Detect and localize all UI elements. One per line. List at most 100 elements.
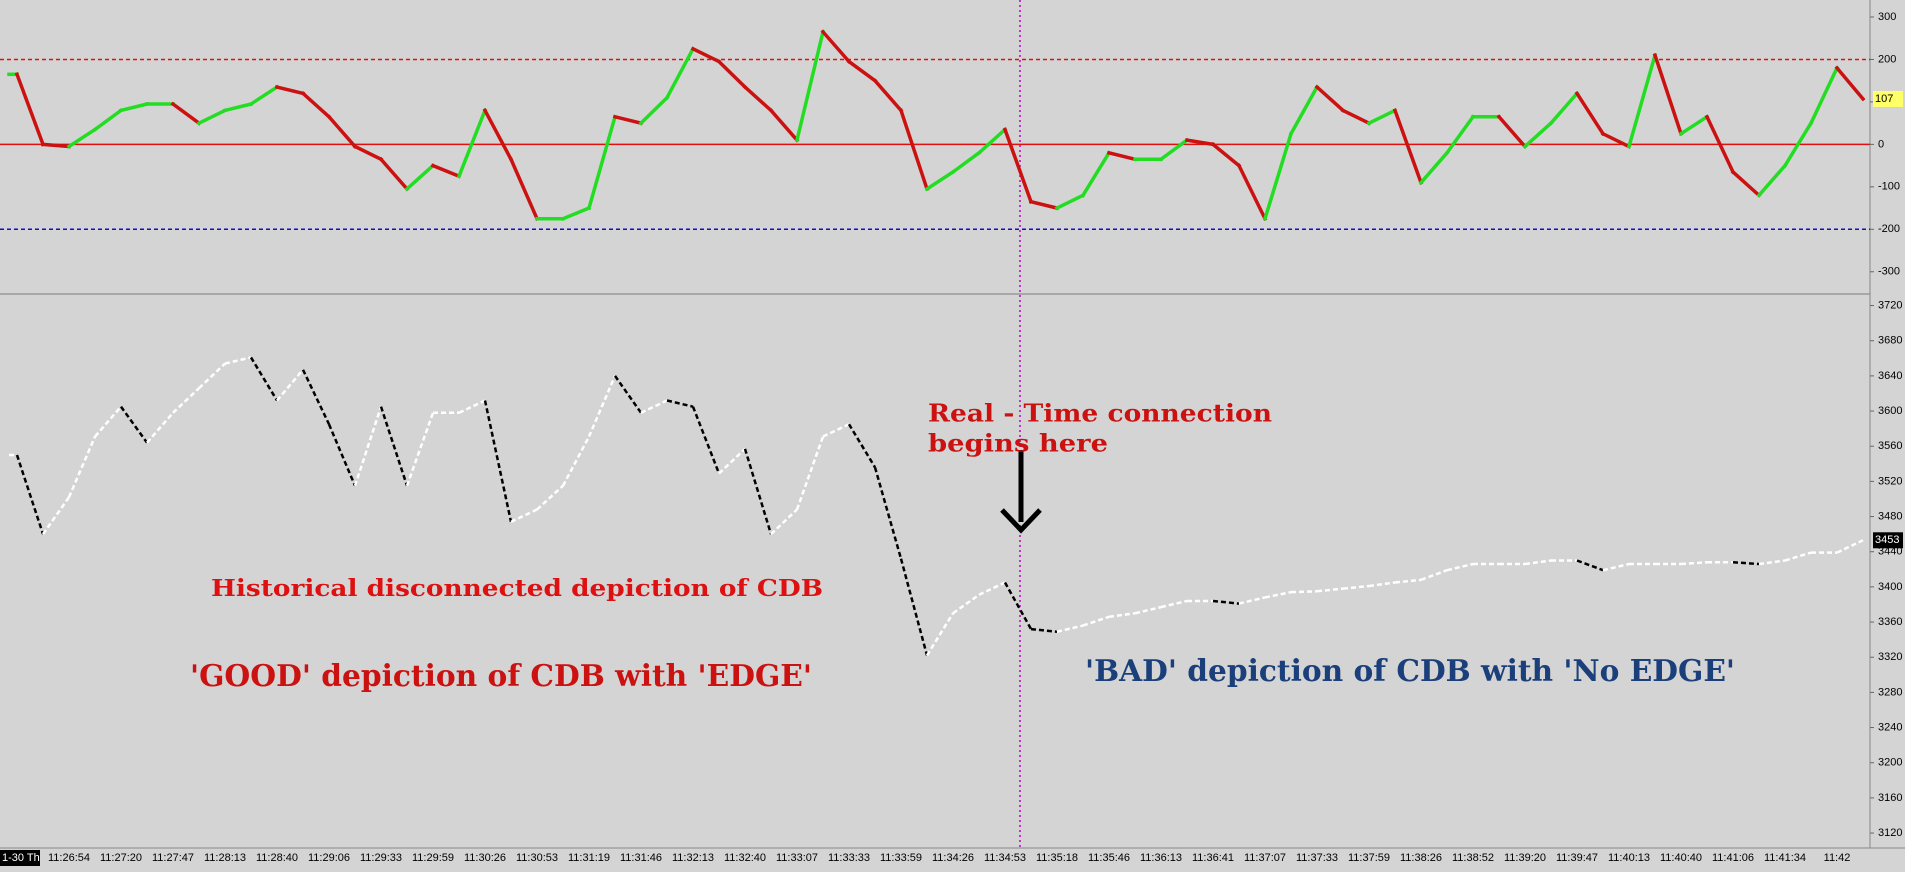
oscillator-segment [274, 84, 306, 96]
x-tick-label: 11:40:40 [1660, 852, 1702, 864]
last-value-label: 107 [1875, 93, 1893, 105]
oscillator-segment [1574, 91, 1606, 137]
price-segment [822, 423, 850, 438]
price-segment [718, 447, 746, 475]
oscillator-segment [482, 108, 514, 162]
y-tick-label: 300 [1878, 11, 1896, 23]
oscillator-segment [248, 84, 280, 107]
oscillator-segment [1106, 150, 1138, 162]
price-segment [1316, 587, 1344, 593]
price-segment [458, 399, 486, 414]
oscillator-segment [1782, 120, 1814, 169]
oscillator-segment [638, 95, 670, 126]
oscillator-segment [976, 127, 1008, 156]
oscillator-segment [586, 114, 618, 211]
y-tick-label: 3680 [1878, 335, 1902, 347]
oscillator-segment [196, 108, 228, 126]
oscillator-segment [1626, 53, 1658, 149]
oscillator-segment [716, 59, 748, 90]
oscillator-segment [612, 114, 644, 126]
annotation: 'BAD' depiction of CDB with 'No EDGE' [1085, 654, 1735, 689]
price-segment [1758, 559, 1786, 566]
price-segment [1368, 581, 1396, 588]
x-tick-label: 11:31:46 [620, 852, 662, 864]
oscillator-segment [950, 150, 982, 175]
price-segment [1238, 596, 1266, 605]
price-segment [301, 369, 331, 425]
oscillator-segment [768, 107, 800, 143]
x-tick-label: 11:34:53 [984, 852, 1026, 864]
x-tick-label: 11:33:07 [776, 852, 818, 864]
x-tick-label: 11:40:13 [1608, 852, 1650, 864]
price-segment [795, 436, 825, 510]
oscillator-segment [1028, 199, 1060, 211]
oscillator-segment [352, 144, 384, 162]
y-tick-label: 200 [1878, 53, 1896, 65]
price-segment [67, 436, 97, 498]
oscillator-segment [1756, 163, 1788, 198]
oscillator-segment [404, 163, 436, 192]
price-segment [1524, 559, 1552, 566]
oscillator-segment [1808, 65, 1840, 126]
oscillator-segment [326, 114, 358, 149]
oscillator-segment [1522, 120, 1554, 149]
oscillator-segment [1080, 150, 1112, 198]
x-tick-label: 11:28:13 [204, 852, 246, 864]
y-tick-label: 3320 [1878, 651, 1902, 663]
oscillator-segment [898, 108, 930, 192]
y-tick-label: 3600 [1878, 405, 1902, 417]
price-segment [510, 508, 538, 523]
oscillator-segment [430, 163, 462, 179]
oscillator-segment [1262, 131, 1294, 221]
oscillator-segment [66, 127, 98, 149]
last-value-label: 3453 [1875, 534, 1899, 546]
price-segment [1160, 599, 1188, 609]
x-tick-label: 11:39:20 [1504, 852, 1546, 864]
x-tick-label: 11:36:13 [1140, 852, 1182, 864]
y-tick-label: 3560 [1878, 440, 1902, 452]
oscillator-segment [664, 46, 696, 101]
price-segment [1056, 624, 1084, 633]
price-segment [249, 356, 279, 402]
last-value-box [1873, 90, 1903, 107]
y-tick-label: -100 [1878, 181, 1900, 193]
x-tick-label: 11:26:54 [48, 852, 90, 864]
oscillator-segment [1340, 108, 1372, 126]
price-segment [1290, 590, 1318, 594]
oscillator-segment [690, 46, 722, 64]
price-segment [1576, 559, 1604, 572]
x-tick-label: 11:32:13 [672, 852, 714, 864]
oscillator-segment [1210, 141, 1242, 169]
x-tick-label: 11:37:07 [1244, 852, 1286, 864]
x-tick-label: 11:39:47 [1556, 852, 1598, 864]
oscillator-segment [1288, 84, 1320, 137]
x-label-box [0, 850, 40, 866]
price-segment [666, 399, 694, 408]
price-segment [640, 399, 668, 414]
price-segment [94, 405, 122, 438]
marks: -300-200-1000100200300107312031603200324… [0, 11, 1903, 866]
price-segment [1264, 590, 1292, 599]
oscillator-segment [846, 59, 878, 84]
x-tick-label: 11:32:40 [724, 852, 766, 864]
price-segment [15, 454, 45, 535]
x-tick-label: 11:27:47 [152, 852, 194, 864]
y-tick-label: 3520 [1878, 475, 1902, 487]
price-segment [1134, 605, 1162, 615]
price-segment [1394, 578, 1422, 584]
price-segment [1784, 551, 1812, 562]
price-segment [1030, 627, 1058, 633]
price-segment [770, 508, 798, 536]
y-tick-label: 0 [1878, 138, 1884, 150]
oscillator-segment [1418, 150, 1450, 186]
x-tick-label: 11:29:33 [360, 852, 402, 864]
oscillator-segment [924, 169, 956, 192]
y-tick-label: 3480 [1878, 510, 1902, 522]
x-tick-label: 11:34:26 [932, 852, 974, 864]
oscillator-segment [170, 101, 202, 126]
y-tick-label: -300 [1878, 266, 1900, 278]
last-value-box [1873, 532, 1903, 549]
y-tick-label: 3160 [1878, 792, 1902, 804]
price-segment [483, 400, 513, 523]
